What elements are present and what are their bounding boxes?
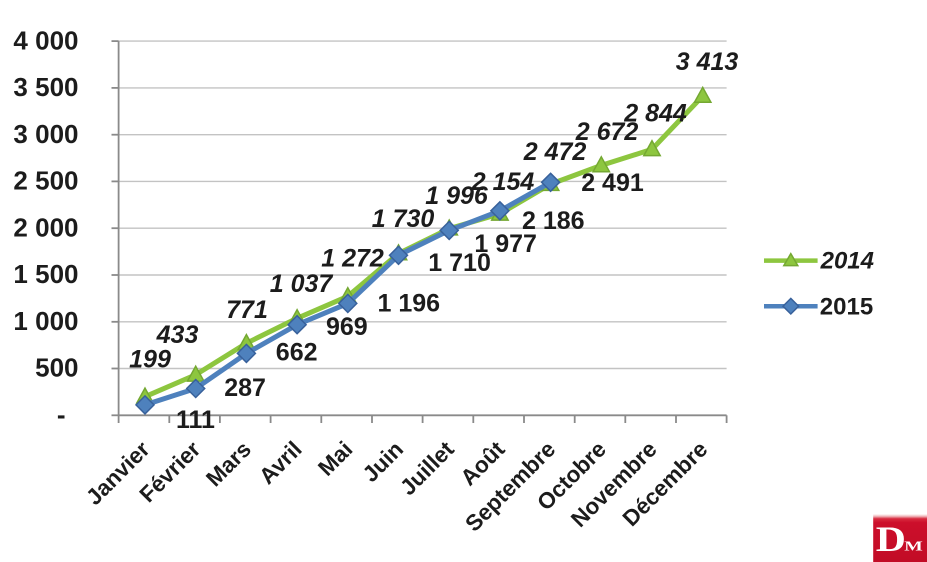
svg-text:Mars: Mars <box>201 437 256 492</box>
svg-text:500: 500 <box>35 353 78 383</box>
svg-text:1 977: 1 977 <box>474 230 537 258</box>
svg-text:1 710: 1 710 <box>428 249 491 277</box>
svg-text:771: 771 <box>226 296 268 324</box>
svg-text:2 000: 2 000 <box>13 212 78 242</box>
svg-text:3 413: 3 413 <box>676 48 739 76</box>
svg-text:1 196: 1 196 <box>378 290 441 318</box>
svg-text:2 500: 2 500 <box>13 166 78 196</box>
svg-text:199: 199 <box>129 346 171 374</box>
svg-text:2015: 2015 <box>820 294 873 321</box>
svg-text:4 000: 4 000 <box>13 25 78 55</box>
svg-text:1 272: 1 272 <box>321 245 384 273</box>
svg-text:1 996: 1 996 <box>425 182 489 210</box>
svg-text:1 000: 1 000 <box>13 306 78 336</box>
svg-text:Juillet: Juillet <box>395 436 459 500</box>
svg-text:Avril: Avril <box>254 437 306 489</box>
svg-text:662: 662 <box>276 339 318 367</box>
svg-text:M: M <box>904 538 922 554</box>
svg-text:2 154: 2 154 <box>471 168 535 196</box>
svg-text:433: 433 <box>156 321 199 349</box>
svg-text:3 000: 3 000 <box>13 119 78 149</box>
svg-text:1 500: 1 500 <box>13 259 78 289</box>
svg-text:287: 287 <box>224 374 266 402</box>
svg-text:111: 111 <box>176 406 215 434</box>
svg-text:3 500: 3 500 <box>13 72 78 102</box>
svg-text:2014: 2014 <box>820 248 874 275</box>
svg-text:969: 969 <box>326 313 368 341</box>
svg-text:1 037: 1 037 <box>270 270 334 298</box>
svg-text:Mai: Mai <box>313 437 357 481</box>
svg-text:2 844: 2 844 <box>623 100 687 128</box>
svg-text:2 672: 2 672 <box>575 118 639 146</box>
svg-text:1 730: 1 730 <box>372 205 435 233</box>
svg-text:2 491: 2 491 <box>581 169 644 197</box>
svg-text:2 472: 2 472 <box>523 138 587 166</box>
svg-text:2 186: 2 186 <box>522 207 585 235</box>
svg-text:D: D <box>876 520 906 560</box>
svg-text:-: - <box>57 400 66 430</box>
